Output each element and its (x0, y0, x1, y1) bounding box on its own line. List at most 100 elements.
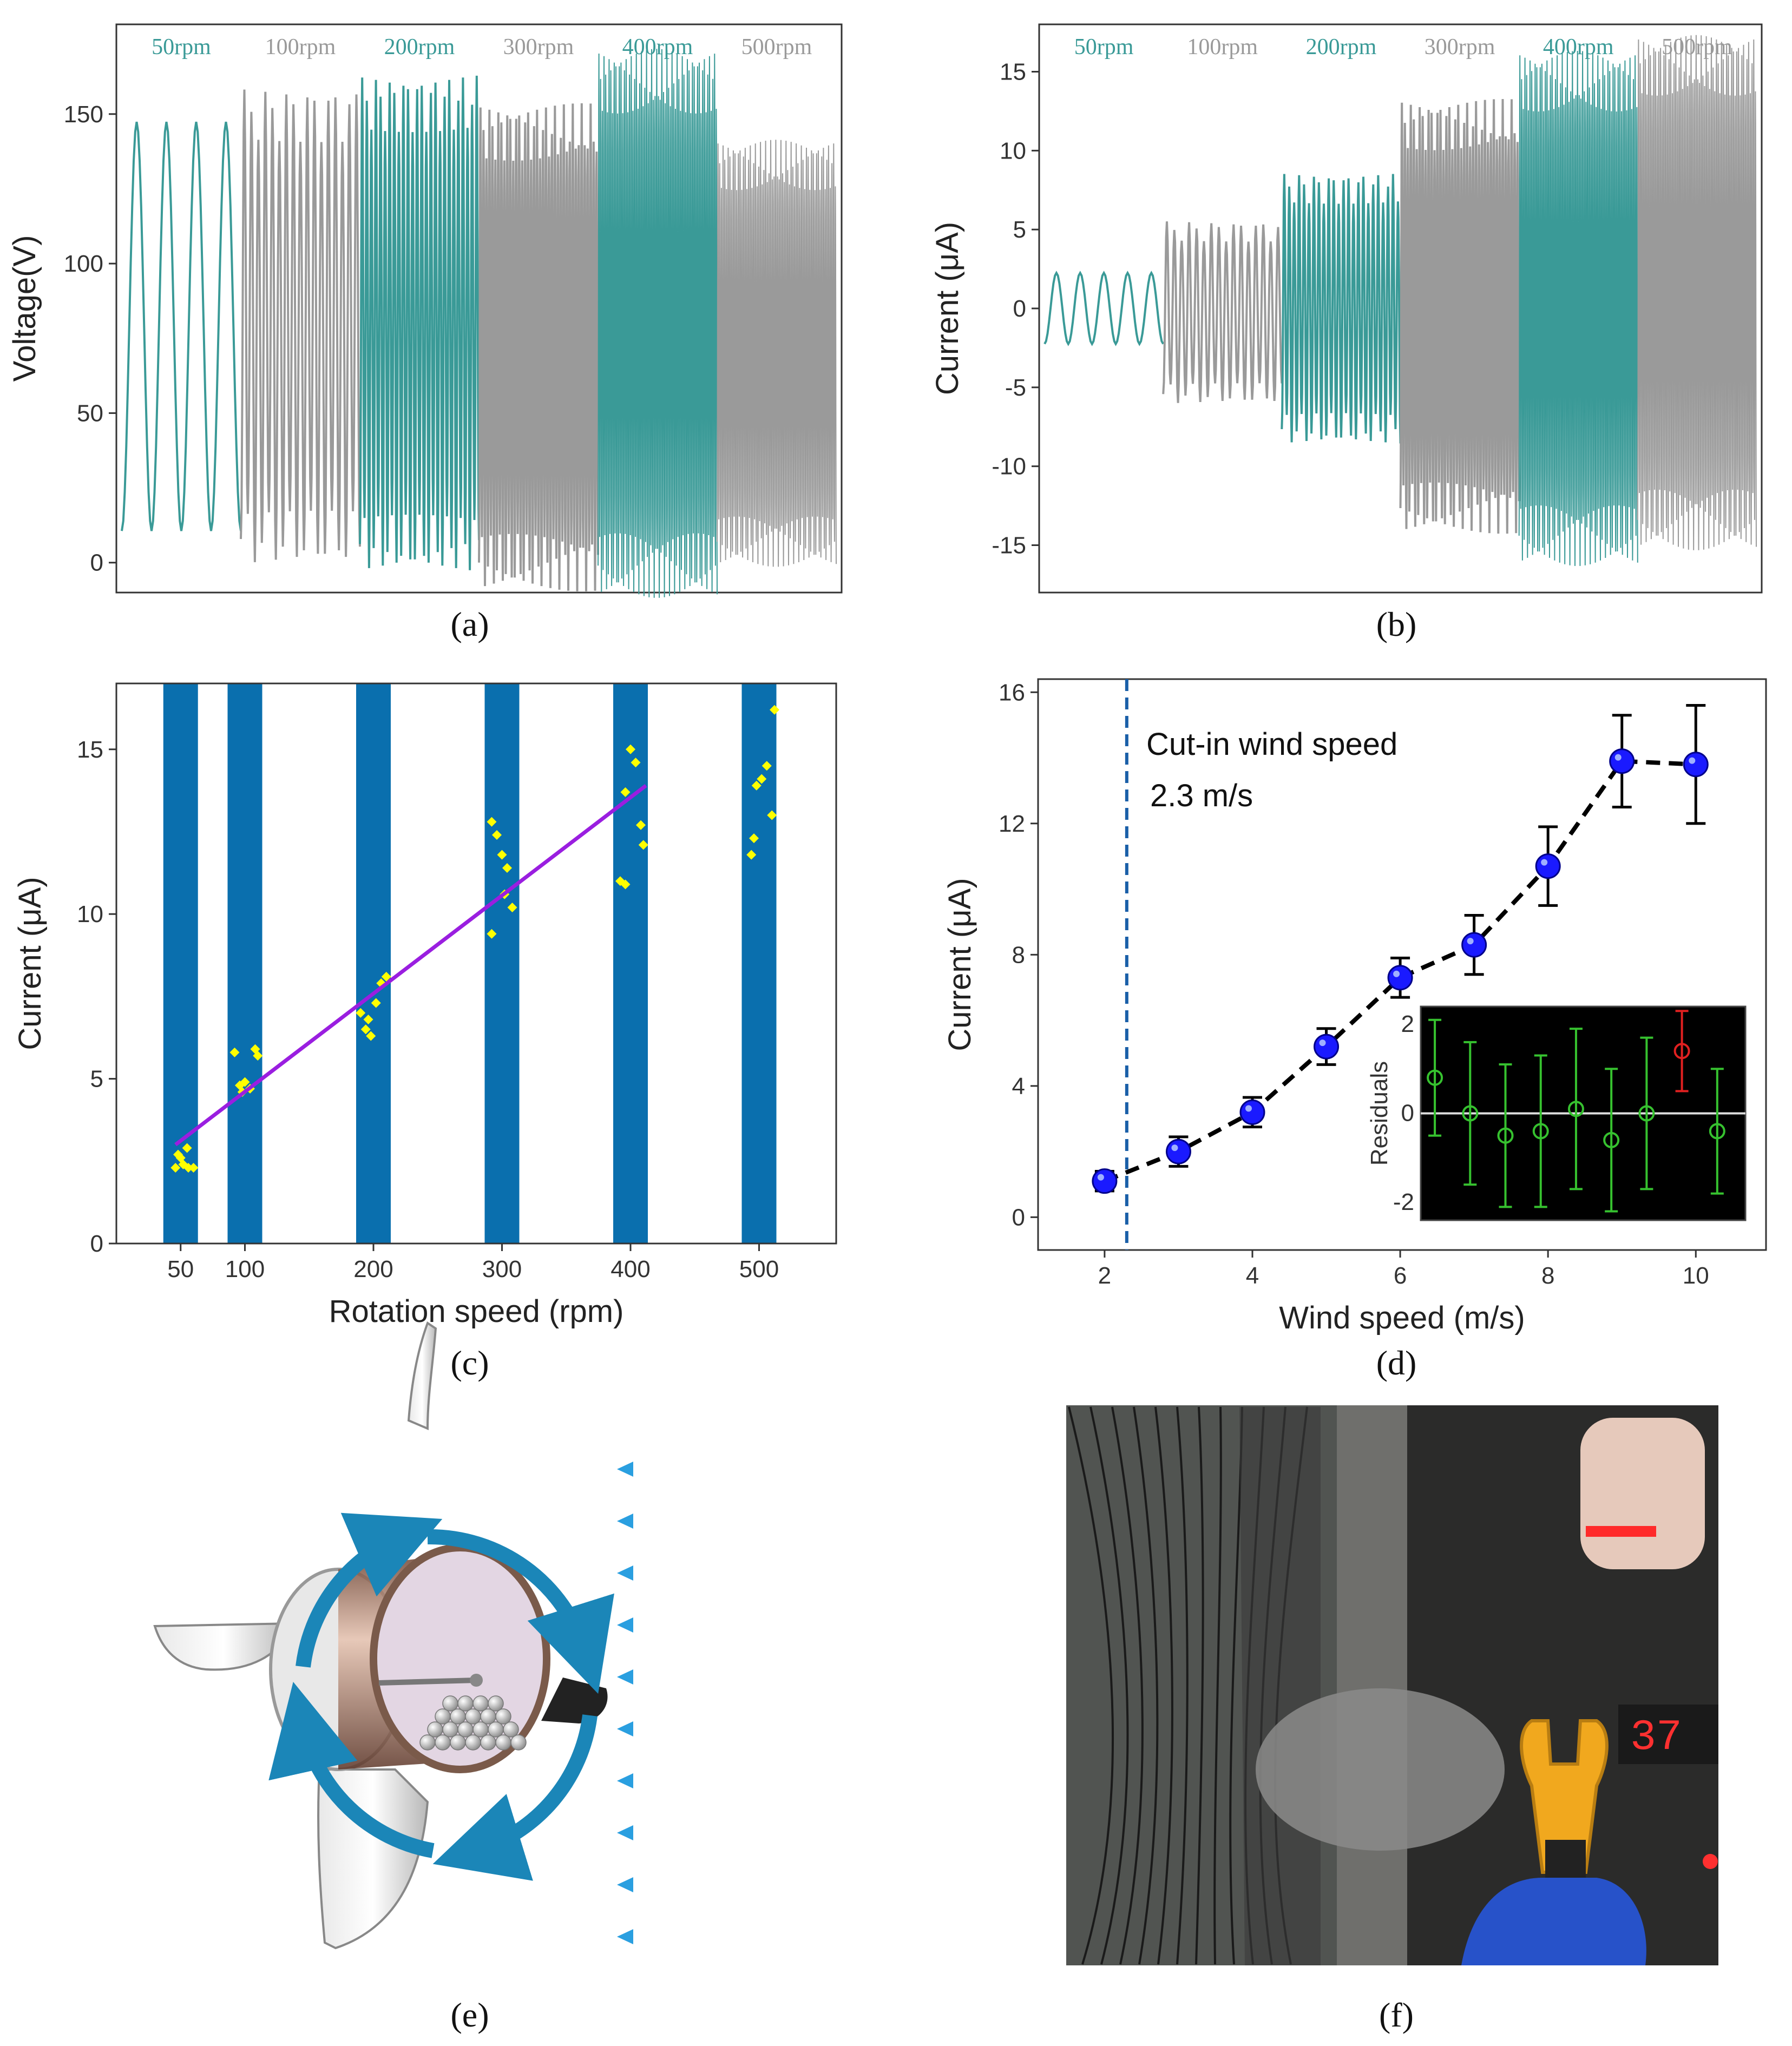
ball-pile (419, 1695, 527, 1751)
data-point (1609, 748, 1635, 774)
residual-point (1497, 1127, 1514, 1144)
wind-arrowhead (617, 1565, 633, 1581)
wind-arrowhead (617, 1617, 633, 1633)
rpm-band-400 (613, 683, 648, 1244)
ytick-label: 150 (64, 101, 103, 128)
wind-arrowhead (617, 1825, 633, 1840)
data-point (1092, 1168, 1118, 1194)
ball (495, 1708, 511, 1725)
point-highlight (1467, 938, 1474, 945)
cutin-label: Cut-in wind speed (1146, 727, 1397, 762)
ball (465, 1734, 481, 1751)
data-point (360, 1024, 371, 1035)
segment-label-400rpm: 400rpm (1543, 35, 1614, 60)
grill-wire (1176, 1406, 1189, 1965)
data-point (1683, 752, 1709, 778)
waveform-segment-100rpm (240, 89, 361, 562)
data-point (240, 1077, 250, 1087)
waveform-segment-100rpm (1162, 221, 1283, 403)
ytick-label: -10 (992, 453, 1026, 480)
point-highlight (1319, 1040, 1326, 1047)
data-point (182, 1143, 192, 1153)
data-point (1387, 965, 1413, 991)
point-highlight (1097, 1174, 1104, 1181)
ytick-label: 100 (64, 251, 103, 277)
ytick-label: 12 (999, 811, 1025, 837)
ytick-label: 4 (1012, 1073, 1025, 1100)
ball (472, 1695, 489, 1712)
ball (419, 1734, 436, 1751)
wind-arrowhead (617, 1462, 633, 1477)
wind-arrowhead (617, 1929, 633, 1944)
chart-a-voltage: 0 50 100 150 Voltage(V) 50rpm 100rpm 200rpm 300r… (7, 23, 843, 598)
data-point (1461, 932, 1487, 958)
data-point (1314, 1034, 1340, 1060)
data-point (183, 1162, 193, 1173)
chart-a-frame (115, 23, 843, 594)
residual-point (1603, 1131, 1620, 1148)
data-point (229, 1047, 240, 1057)
inset-ytick-label: 2 (1401, 1011, 1414, 1037)
panel-label-d: (d) (1376, 1344, 1417, 1382)
ball (442, 1721, 458, 1738)
ytick-label: 0 (1013, 295, 1026, 322)
ytick-label: 5 (1013, 216, 1026, 243)
wind-arrowhead (617, 1514, 633, 1529)
fan-base (1256, 1688, 1505, 1851)
data-point (363, 1015, 373, 1024)
segment-label-500rpm: 500rpm (1662, 35, 1732, 60)
rpm-band-50 (163, 683, 198, 1244)
data-point (626, 744, 635, 754)
indicator-light (1703, 1854, 1718, 1869)
residual-point (1709, 1123, 1725, 1140)
ball (503, 1721, 519, 1738)
y-axis-label: Voltage(V) (7, 235, 42, 382)
gloved-hand (1461, 1878, 1646, 1965)
inset-y-label: Residuals (1366, 1061, 1393, 1166)
panel-label-a: (a) (450, 605, 489, 643)
y-axis-label: Current (μA) (930, 222, 965, 395)
ytick-label: 8 (1012, 942, 1025, 968)
chart-c-frame (115, 682, 837, 1245)
ytick-label: 10 (1000, 137, 1026, 164)
device-cylinder (1580, 1418, 1705, 1569)
ball (450, 1708, 466, 1725)
segment-label-500rpm: 500rpm (741, 35, 812, 60)
rotation-arrow-4 (296, 1512, 443, 1668)
ytick-label: 0 (1012, 1204, 1025, 1231)
grill-wire (1133, 1406, 1159, 1965)
ball (472, 1721, 489, 1738)
y-axis-label: Current (μA) (942, 878, 977, 1051)
grill-wire (1213, 1406, 1222, 1965)
rpm-band-300 (484, 683, 520, 1244)
clamp-meter-screen (1545, 1840, 1586, 1883)
segment-label-100rpm: 100rpm (1187, 35, 1258, 60)
waveform-segment-50rpm (1043, 271, 1164, 346)
ball (435, 1734, 451, 1751)
waveform-segment-500rpm (1637, 35, 1757, 550)
xtick-label: 6 (1394, 1262, 1407, 1289)
data-point (502, 863, 512, 873)
data-point (188, 1162, 199, 1173)
blade-right (541, 1677, 608, 1723)
trend-line (1104, 759, 1696, 1183)
axle-end (470, 1674, 483, 1687)
data-point (497, 850, 507, 860)
y-axis-label: Current (μA) (12, 877, 48, 1050)
rpm-band-200 (356, 683, 391, 1244)
grill-wire (1154, 1406, 1173, 1965)
rotation-arrow-3 (268, 1682, 435, 1858)
ytick-label: 5 (90, 1066, 103, 1093)
residual-point (1462, 1105, 1479, 1122)
data-point (1239, 1099, 1265, 1125)
wind-arrowhead (617, 1877, 633, 1892)
ball (480, 1708, 496, 1725)
point-highlight (1614, 754, 1622, 761)
waveform-segment-400rpm (598, 49, 718, 598)
chart-c-rotation: 50 100 200 300 400 500 0 5 10 15 Rotation speed (r… (12, 682, 837, 1329)
residual-point (1673, 1043, 1690, 1060)
residual-point (1532, 1123, 1549, 1140)
xtick-label: 200 (353, 1256, 393, 1282)
data-point (620, 879, 631, 890)
